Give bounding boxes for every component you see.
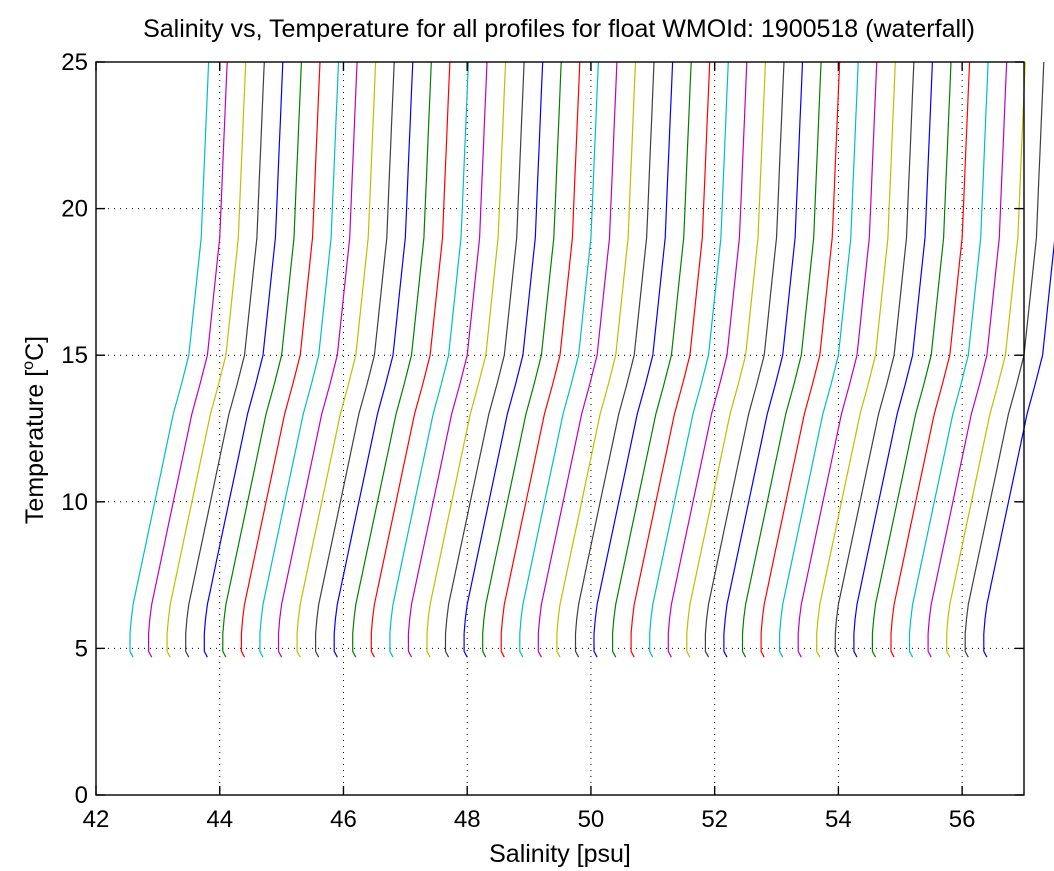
profile-line-11 [315,61,395,658]
profile-line-27 [611,61,692,658]
profile-line-45 [946,61,1026,658]
profile-line-39 [834,61,915,658]
profile-line-21 [500,61,581,658]
x-tick-label-4: 50 [578,806,605,833]
profile-line-13 [352,61,432,658]
profile-line-35 [760,61,841,658]
profile-line-8 [259,61,340,658]
y-tick-label-2: 10 [61,489,88,516]
profile-line-23 [537,61,618,658]
profile-line-17 [426,61,507,658]
x-tick-label-3: 48 [454,806,481,833]
series-layer [129,61,1054,658]
profile-line-5 [203,61,284,658]
profile-line-28 [630,61,711,658]
profile-line-25 [574,61,655,658]
profile-line-14 [370,61,451,658]
profile-line-4 [185,61,265,658]
y-tick-label-1: 5 [75,635,88,662]
x-tick-label-7: 56 [949,806,976,833]
profile-line-33 [723,61,804,658]
profile-line-9 [277,61,358,658]
profile-line-42 [890,61,971,658]
y-axis-label-main: Temperature [ [21,370,49,524]
profile-line-31 [686,61,766,658]
y-tick-label-5: 25 [61,49,88,76]
y-axis-label-unit: C] [21,336,49,361]
profile-line-29 [649,61,729,658]
profile-line-37 [797,61,878,658]
profile-line-3 [166,61,247,658]
profile-line-26 [593,61,674,658]
y-tick-label-3: 15 [61,342,88,369]
x-tick-label-2: 46 [330,806,357,833]
profile-line-34 [741,61,822,658]
profile-line-24 [556,61,637,658]
y-tick-label-4: 20 [61,196,88,223]
y-tick-labels: 0 5 10 15 20 25 [61,49,88,809]
x-tick-labels: 42 44 46 48 50 52 54 56 [83,806,976,833]
y-axis-label-superscript: o [20,361,37,370]
profile-line-43 [908,61,989,658]
y-tick-label-0: 0 [75,782,88,809]
x-tick-label-6: 54 [825,806,852,833]
plot-frame [95,61,1025,796]
profile-line-20 [482,61,562,658]
profile-line-7 [240,61,321,658]
profile-line-10 [296,61,377,658]
profile-line-44 [927,61,1008,658]
profile-line-1 [129,61,210,658]
profile-line-19 [463,61,544,658]
profile-line-18 [444,61,525,658]
profile-line-12 [333,61,414,658]
profile-line-2 [148,61,228,658]
profile-line-30 [667,61,748,658]
x-tick-label-5: 52 [701,806,728,833]
profile-line-22 [519,61,599,658]
chart-title: Salinity vs, Temperature for all profile… [143,15,975,43]
profile-line-38 [816,61,896,658]
profile-line-6 [222,61,302,658]
x-axis-label: Salinity [psu] [489,840,631,868]
profile-line-41 [871,61,952,658]
profile-line-46 [964,61,1045,658]
y-axis-label: Temperature [oC] [20,336,49,524]
profile-line-32 [704,61,785,658]
profile-line-47 [983,240,1054,658]
profile-line-16 [407,61,488,658]
x-tick-label-0: 42 [83,806,110,833]
profile-line-15 [389,61,469,658]
profile-line-36 [778,61,859,658]
tick-layer [95,61,1024,796]
profile-line-40 [853,61,933,658]
x-tick-label-1: 44 [206,806,233,833]
